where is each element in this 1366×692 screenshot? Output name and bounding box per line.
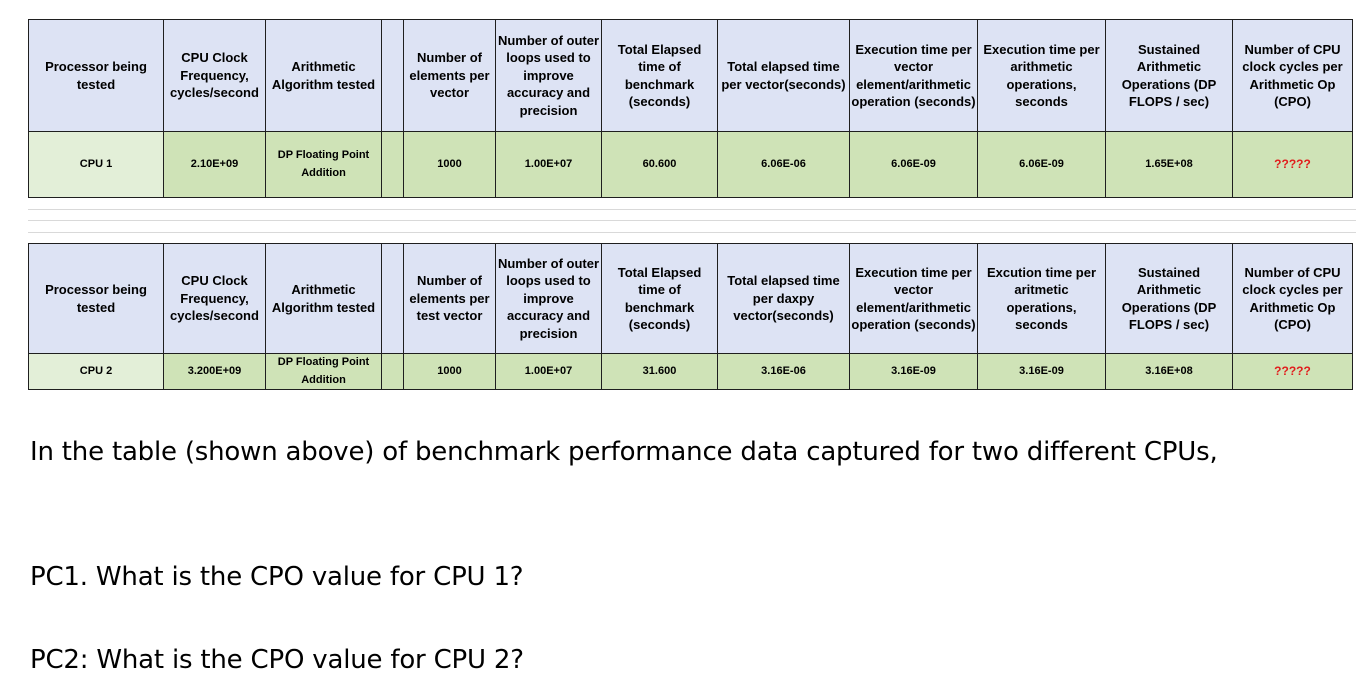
data-cell: 1000 xyxy=(403,353,496,390)
header-cell: CPU Clock Frequency, cycles/second xyxy=(163,19,266,132)
header-cell: Total Elapsed time of benchmark (seconds… xyxy=(601,19,718,132)
spreadsheet-gridlines xyxy=(28,198,1356,243)
header-cell: CPU Clock Frequency, cycles/second xyxy=(163,243,266,354)
cpo-unknown-cell: ????? xyxy=(1232,353,1353,390)
header-cell: Processor being tested xyxy=(28,243,164,354)
header-cell: Number of elements per test vector xyxy=(403,243,496,354)
data-cell: 1.00E+07 xyxy=(495,353,602,390)
data-cell: DP Floating Point Addition xyxy=(265,131,382,198)
header-cell: Total elapsed time per daxpy vector(seco… xyxy=(717,243,850,354)
data-cell: 3.16E+08 xyxy=(1105,353,1233,390)
table-header-row: Processor being tested CPU Clock Frequen… xyxy=(28,19,1353,132)
table-header-row: Processor being tested CPU Clock Frequen… xyxy=(28,243,1353,354)
table-row: CPU 1 2.10E+09 DP Floating Point Additio… xyxy=(28,131,1353,198)
data-cell: 1.65E+08 xyxy=(1105,131,1233,198)
question-pc2: PC2: What is the CPO value for CPU 2? xyxy=(30,645,524,675)
question-intro-paragraph: In the table (shown above) of benchmark … xyxy=(30,437,1218,467)
header-cell: Sustained Arithmetic Operations (DP FLOP… xyxy=(1105,19,1233,132)
data-cell: 31.600 xyxy=(601,353,718,390)
header-cell: Total Elapsed time of benchmark (seconds… xyxy=(601,243,718,354)
header-cell: Sustained Arithmetic Operations (DP FLOP… xyxy=(1105,243,1233,354)
benchmark-table-cpu1: Processor being tested CPU Clock Frequen… xyxy=(28,19,1353,198)
header-cell: Execution time per vector element/arithm… xyxy=(849,243,978,354)
data-cell: CPU 2 xyxy=(28,353,164,390)
data-cell: 1000 xyxy=(403,131,496,198)
header-cell: Number of outer loops used to improve ac… xyxy=(495,243,602,354)
header-cell: Arithmetic Algorithm tested xyxy=(265,19,382,132)
table-row: CPU 2 3.200E+09 DP Floating Point Additi… xyxy=(28,353,1353,390)
data-cell: 3.16E-06 xyxy=(717,353,850,390)
data-cell: CPU 1 xyxy=(28,131,164,198)
benchmark-table-cpu2: Processor being tested CPU Clock Frequen… xyxy=(28,243,1353,390)
data-cell: 2.10E+09 xyxy=(163,131,266,198)
header-cell xyxy=(381,19,404,132)
data-cell: 3.200E+09 xyxy=(163,353,266,390)
data-cell xyxy=(381,131,404,198)
data-cell: 60.600 xyxy=(601,131,718,198)
data-cell: 1.00E+07 xyxy=(495,131,602,198)
data-cell: 3.16E-09 xyxy=(849,353,978,390)
data-cell: 6.06E-09 xyxy=(977,131,1106,198)
header-cell: Number of CPU clock cycles per Arithmeti… xyxy=(1232,243,1353,354)
header-cell: Total elapsed time per vector(seconds) xyxy=(717,19,850,132)
header-cell: Arithmetic Algorithm tested xyxy=(265,243,382,354)
header-cell: Execution time per vector element/arithm… xyxy=(849,19,978,132)
header-cell: Number of elements per vector xyxy=(403,19,496,132)
cpo-unknown-cell: ????? xyxy=(1232,131,1353,198)
header-cell xyxy=(381,243,404,354)
header-cell: Excution time per aritmetic operations, … xyxy=(977,243,1106,354)
data-cell xyxy=(381,353,404,390)
header-cell: Number of CPU clock cycles per Arithmeti… xyxy=(1232,19,1353,132)
question-pc1: PC1. What is the CPO value for CPU 1? xyxy=(30,562,524,592)
header-cell: Number of outer loops used to improve ac… xyxy=(495,19,602,132)
header-cell: Execution time per arithmetic operations… xyxy=(977,19,1106,132)
data-cell: 6.06E-06 xyxy=(717,131,850,198)
header-cell: Processor being tested xyxy=(28,19,164,132)
data-cell: DP Floating Point Addition xyxy=(265,353,382,390)
data-cell: 6.06E-09 xyxy=(849,131,978,198)
data-cell: 3.16E-09 xyxy=(977,353,1106,390)
